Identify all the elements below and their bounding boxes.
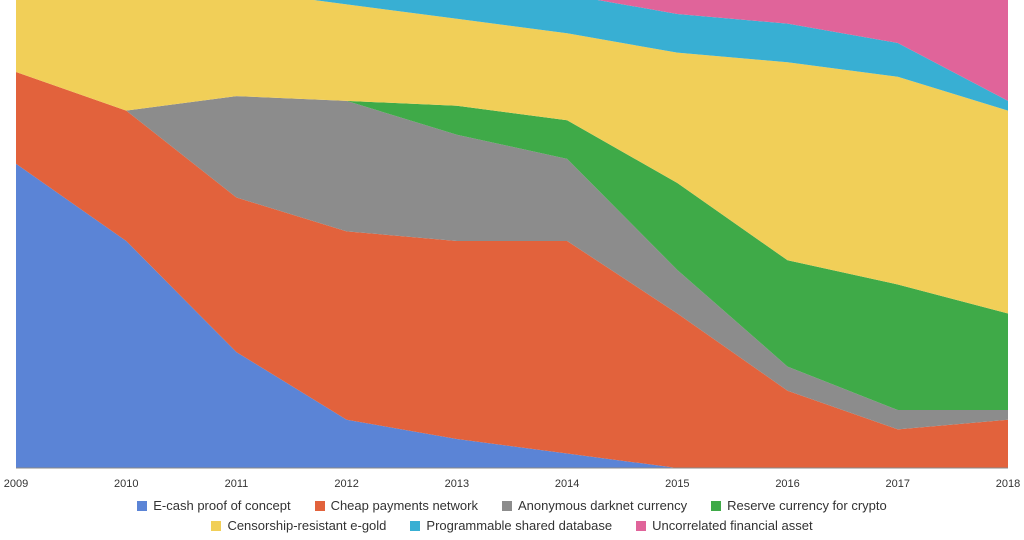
- legend-item: Programmable shared database: [410, 516, 612, 536]
- area-series-7: [597, 0, 1008, 101]
- x-tick-label: 2014: [555, 478, 579, 490]
- legend-label: Reserve currency for crypto: [727, 498, 887, 513]
- x-tick-label: 2015: [665, 478, 689, 490]
- x-tick-label: 2011: [225, 478, 249, 490]
- area-series-2: [16, 71, 1008, 468]
- legend-swatch: [636, 521, 647, 531]
- legend-row: Censorship-resistant e-gold Programmable …: [0, 516, 1024, 536]
- x-tick-label: 2016: [775, 478, 799, 490]
- x-tick-label: 2010: [114, 478, 138, 490]
- x-axis-ticks: 2009 2010 2011 2012 2013 2014 2015 2016 2017 2018: [4, 478, 1020, 490]
- area-series-6: [313, 0, 1008, 111]
- area-layers: [16, 0, 1008, 468]
- legend-item: Censorship-resistant e-gold: [211, 516, 386, 536]
- legend-item: E-cash proof of concept: [137, 496, 291, 516]
- legend-label: Cheap payments network: [330, 498, 478, 513]
- x-tick-label: 2009: [4, 478, 28, 490]
- legend-label: Programmable shared database: [426, 518, 613, 533]
- area-series-5: [16, 0, 1008, 314]
- area-series-3: [16, 71, 1008, 430]
- x-tick-label: 2018: [996, 478, 1020, 490]
- legend-item: Uncorrelated financial asset: [636, 516, 813, 536]
- area-series-1: [16, 163, 1008, 468]
- legend-label: Uncorrelated financial asset: [652, 518, 813, 533]
- legend-swatch: [137, 501, 148, 511]
- legend-label: E-cash proof of concept: [153, 498, 291, 513]
- legend-item: Anonymous darknet currency: [501, 496, 688, 516]
- legend-item: Cheap payments network: [314, 496, 478, 516]
- area-series-4: [16, 71, 1008, 411]
- stacked-area-chart: 2009 2010 2011 2012 2013 2014 2015 2016 2017 2018: [4, 0, 1020, 490]
- legend-item: Reserve currency for crypto: [711, 496, 887, 516]
- legend-swatch: [711, 501, 722, 511]
- legend: E-cash proof of concept Cheap payments ne…: [0, 496, 1024, 540]
- legend-row: E-cash proof of concept Cheap payments ne…: [0, 496, 1024, 516]
- legend-swatch: [501, 501, 512, 511]
- x-tick-label: 2017: [886, 478, 910, 490]
- x-tick-label: 2012: [334, 478, 358, 490]
- legend-swatch: [314, 501, 325, 511]
- x-tick-label: 2013: [445, 478, 469, 490]
- legend-swatch: [410, 521, 421, 531]
- legend-label: Anonymous darknet currency: [517, 498, 688, 513]
- legend-swatch: [211, 521, 222, 531]
- legend-label: Censorship-resistant e-gold: [227, 518, 387, 533]
